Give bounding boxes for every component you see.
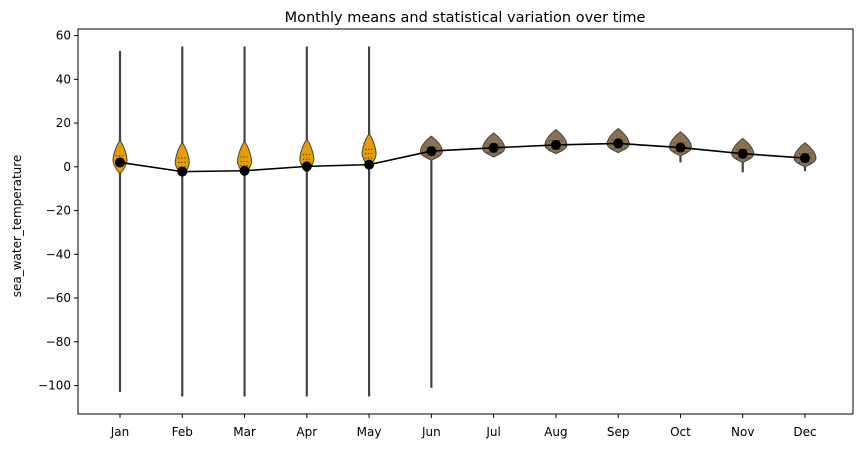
x-tick-label: Apr <box>296 425 317 439</box>
violin-jan <box>112 50 128 393</box>
y-tick-label: 0 <box>63 160 71 174</box>
violin-apr <box>299 46 315 397</box>
x-tick-label: Aug <box>544 425 567 439</box>
mean-point-jun <box>426 146 437 157</box>
y-tick-label: −20 <box>46 204 71 218</box>
violin-body <box>112 139 128 174</box>
mean-point-feb <box>177 166 188 177</box>
mean-line <box>115 138 810 177</box>
x-tick-label: Dec <box>793 425 816 439</box>
mean-line-path <box>119 142 806 173</box>
x-tick-label: Jan <box>110 425 130 439</box>
x-tick-label: Feb <box>172 425 193 439</box>
y-tick-label: 20 <box>56 116 71 130</box>
plot-area-frame <box>77 28 854 415</box>
mean-point-oct <box>675 142 686 153</box>
x-tick-label: Nov <box>731 425 754 439</box>
x-tick-label: May <box>357 425 382 439</box>
violin-may <box>361 46 377 397</box>
y-tick-label: −100 <box>38 379 71 393</box>
violins <box>112 46 817 397</box>
mean-point-jul <box>488 142 499 153</box>
y-tick-label: 60 <box>56 29 71 43</box>
y-tick-label: −40 <box>46 247 71 261</box>
y-tick-label: 40 <box>56 72 71 86</box>
x-tick-label: Mar <box>233 425 256 439</box>
x-tick-label: Jul <box>485 425 500 439</box>
y-axis: 60 40 20 0 −20 −40 −60 −80 −100 <box>38 29 78 393</box>
mean-point-dec <box>800 153 810 164</box>
mean-point-nov <box>737 148 748 159</box>
y-tick-label: −80 <box>46 335 71 349</box>
violin-mar <box>237 46 253 397</box>
x-tick-label: Jun <box>421 425 441 439</box>
y-tick-label: −60 <box>46 291 71 305</box>
mean-point-aug <box>550 139 561 150</box>
mean-point-apr <box>301 161 312 172</box>
x-axis: Jan Feb Mar Apr May Jun Jul Aug Sep Oct Nov Dec <box>110 414 817 439</box>
x-tick-label: Sep <box>607 425 630 439</box>
mean-point-mar <box>239 165 250 176</box>
mean-point-sep <box>613 138 624 149</box>
mean-point-may <box>364 159 375 170</box>
violin-jun <box>419 135 443 388</box>
y-axis-label: sea_water_temperature <box>10 155 24 298</box>
violin-feb <box>174 46 190 397</box>
chart-title: Monthly means and statistical variation … <box>285 10 646 26</box>
mean-point-jan <box>115 157 125 168</box>
x-tick-label: Oct <box>670 425 691 439</box>
